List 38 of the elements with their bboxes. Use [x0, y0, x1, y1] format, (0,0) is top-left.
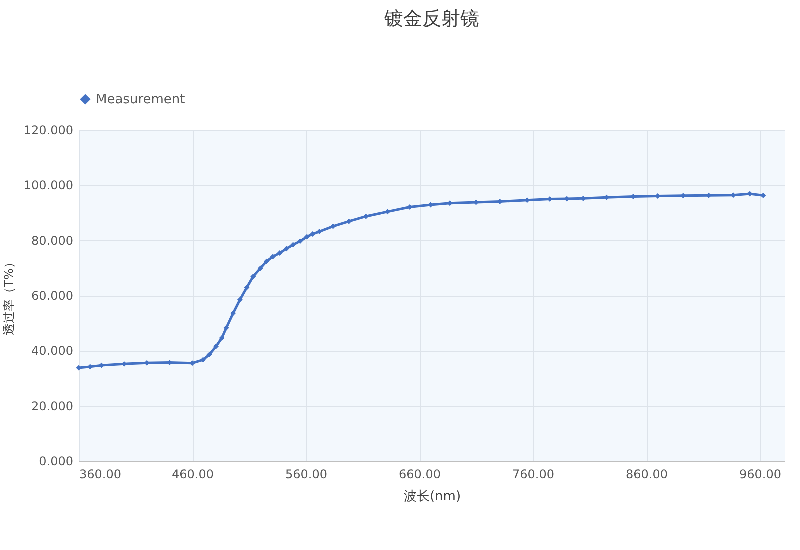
y-tick-label: 0.000 [39, 454, 74, 468]
point [230, 310, 236, 316]
y-tick-label: 60.000 [32, 289, 74, 303]
point [330, 224, 336, 230]
point [310, 232, 316, 238]
x-axis-title: 波长(nm) [404, 490, 462, 504]
y-tick-label: 20.000 [32, 399, 74, 414]
point [290, 242, 296, 248]
point [270, 254, 276, 260]
point [237, 297, 243, 303]
y-tick-label: 40.000 [32, 344, 74, 358]
point [284, 246, 290, 252]
y-tick-label: 80.000 [32, 234, 74, 248]
legend-label: Measurement [96, 92, 186, 108]
point [316, 229, 322, 235]
point [250, 274, 256, 280]
chart-title: 镀金反射镜 [384, 8, 480, 30]
point [206, 352, 212, 358]
point [277, 250, 283, 256]
point [264, 258, 270, 264]
x-tick-label: 360.00 [80, 468, 122, 482]
point [219, 336, 225, 341]
x-tick-label: 960.00 [740, 468, 782, 482]
y-tick-label: 100.000 [24, 178, 74, 193]
point [304, 234, 310, 240]
point [244, 285, 250, 291]
point [298, 238, 304, 244]
x-tick-label: 760.00 [512, 468, 555, 482]
x-tick-label: 860.00 [626, 468, 668, 482]
point [224, 325, 230, 331]
point [258, 266, 264, 272]
x-tick-label: 460.00 [172, 468, 214, 482]
x-tick-label: 660.00 [399, 468, 442, 482]
x-tick-label: 560.00 [286, 468, 328, 482]
y-axis-title: 透过率（T%） [2, 256, 16, 336]
y-tick-label: 120.000 [24, 124, 74, 138]
point [214, 344, 220, 350]
point [200, 357, 206, 363]
